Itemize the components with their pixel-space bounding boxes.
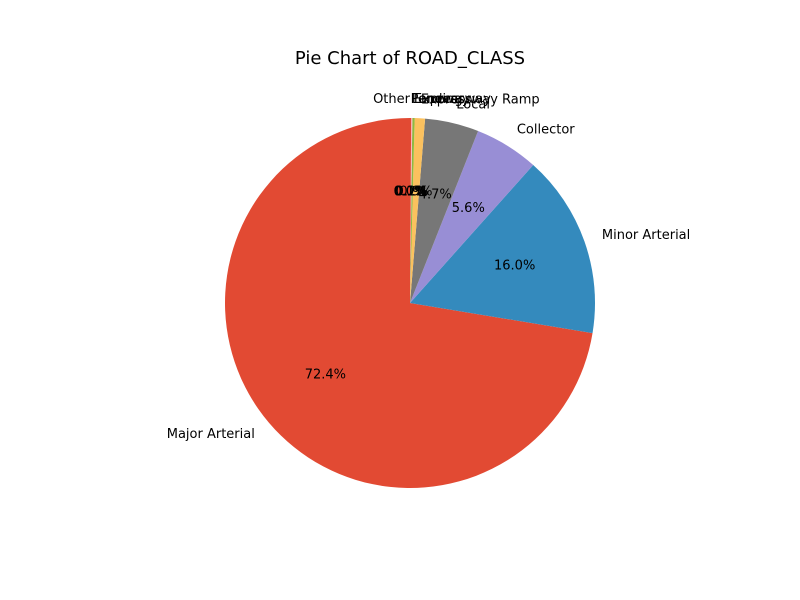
percent-label-expressway-ramp: 0.9% bbox=[399, 185, 432, 200]
pie-slice-pending bbox=[410, 117, 412, 304]
pie-slices bbox=[225, 117, 596, 489]
percent-label-local: 4.7% bbox=[419, 187, 452, 202]
slice-label-expressway-ramp: Expressway Ramp bbox=[421, 92, 540, 107]
percent-label-other: 0.0% bbox=[393, 185, 426, 200]
percent-label-minor-arterial: 16.0% bbox=[494, 259, 535, 274]
slice-label-collector: Collector bbox=[517, 122, 575, 137]
slice-label-other: Other bbox=[373, 92, 411, 107]
percent-labels: 72.4%16.0%5.6%4.7%0.9%0.2%0.1%0.1%0.0% bbox=[305, 185, 536, 383]
percent-label-pending: 0.1% bbox=[394, 185, 427, 200]
slice-label-pending: Pending bbox=[411, 92, 463, 107]
pie-slice-laneway bbox=[410, 118, 413, 303]
slice-labels: Major Arterial Minor Arterial Collector Loc… bbox=[167, 92, 691, 442]
slice-label-laneway: Laneway bbox=[412, 92, 470, 107]
slice-label-major-arterial: Major Arterial bbox=[167, 427, 255, 442]
chart-title: Pie Chart of ROAD_CLASS bbox=[295, 48, 525, 69]
pie-slice-minor-arterial bbox=[410, 165, 596, 334]
slice-label-minor-arterial: Minor Arterial bbox=[602, 228, 690, 243]
pie-slice-local bbox=[410, 118, 479, 304]
percent-label-expressway: 0.2% bbox=[396, 185, 429, 200]
slice-label-expressway: Expressway bbox=[414, 92, 491, 107]
pie-slice-expressway bbox=[410, 118, 415, 303]
slice-label-local: Local bbox=[456, 97, 490, 112]
pie-slice-collector bbox=[410, 130, 534, 303]
percent-label-laneway: 0.1% bbox=[395, 185, 428, 200]
percent-label-major-arterial: 72.4% bbox=[305, 367, 346, 382]
percent-label-collector: 5.6% bbox=[452, 201, 485, 216]
pie-slice-major-arterial bbox=[225, 118, 593, 489]
pie-slice-expressway-ramp bbox=[410, 118, 426, 303]
